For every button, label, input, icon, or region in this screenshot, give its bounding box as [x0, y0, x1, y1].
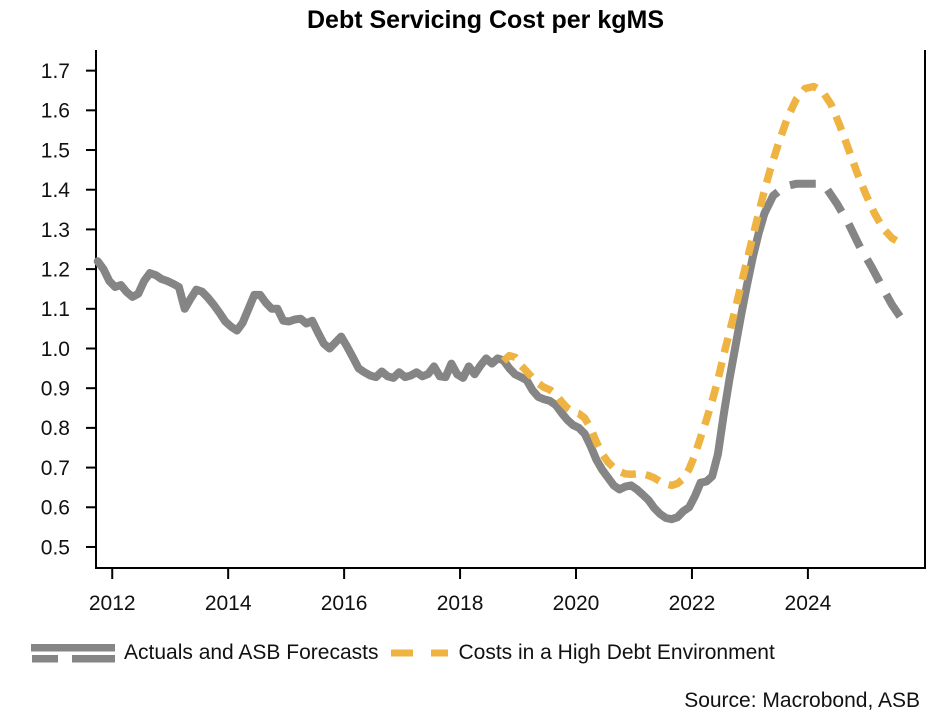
- x-tick-label: 2024: [785, 592, 832, 615]
- y-tick-label: 1.1: [41, 298, 70, 321]
- high-debt-dash-swatch-icon: [391, 649, 449, 657]
- y-tick-label: 0.5: [41, 536, 70, 559]
- plot-svg: 0.5 0.6 0.7 0.8 0.9 1.0 1.1 1.2 1.3 1.4 1.5 1.6 1.7 2…: [41, 50, 926, 615]
- y-tick-label: 0.9: [41, 378, 70, 401]
- y-tick-label: 1.3: [41, 219, 70, 242]
- x-tick-label: 2016: [321, 592, 368, 615]
- y-tick-label: 1.2: [41, 258, 70, 281]
- legend-label-actuals: Actuals and ASB Forecasts: [124, 641, 379, 664]
- x-tick-label: 2018: [437, 592, 484, 615]
- source-note: Source: Macrobond, ASB: [684, 689, 920, 712]
- legend-label-high-debt: Costs in a High Debt Environment: [458, 641, 775, 664]
- y-tick-label: 0.8: [41, 417, 70, 440]
- actuals-line-swatch-icon: [31, 644, 115, 663]
- series-actuals-line: [93, 209, 769, 524]
- chart-title: Debt Servicing Cost per kgMS: [306, 6, 665, 34]
- x-tick-label: 2012: [89, 592, 136, 615]
- y-tick-label: 0.7: [41, 457, 70, 480]
- legend-item-high-debt: Costs in a High Debt Environment: [391, 641, 775, 665]
- x-tick-label: 2020: [553, 592, 600, 615]
- y-tick-label: 1.6: [41, 100, 70, 123]
- series-high-debt-costs-line: [500, 82, 903, 490]
- y-tick-label: 0.6: [41, 497, 70, 520]
- x-tick-label: 2022: [669, 592, 716, 615]
- y-tick-label: 1.5: [41, 139, 70, 162]
- y-tick-label: 1.4: [41, 179, 71, 202]
- series-asb-forecast-line: [760, 179, 904, 320]
- x-tick-label: 2014: [205, 592, 252, 615]
- legend-item-actuals: Actuals and ASB Forecasts: [31, 641, 378, 665]
- y-tick-label: 1.7: [41, 60, 70, 83]
- legend: Actuals and ASB Forecasts Costs in a Hig…: [31, 641, 775, 665]
- y-tick-label: 1.0: [41, 338, 70, 361]
- axes: [95, 50, 926, 569]
